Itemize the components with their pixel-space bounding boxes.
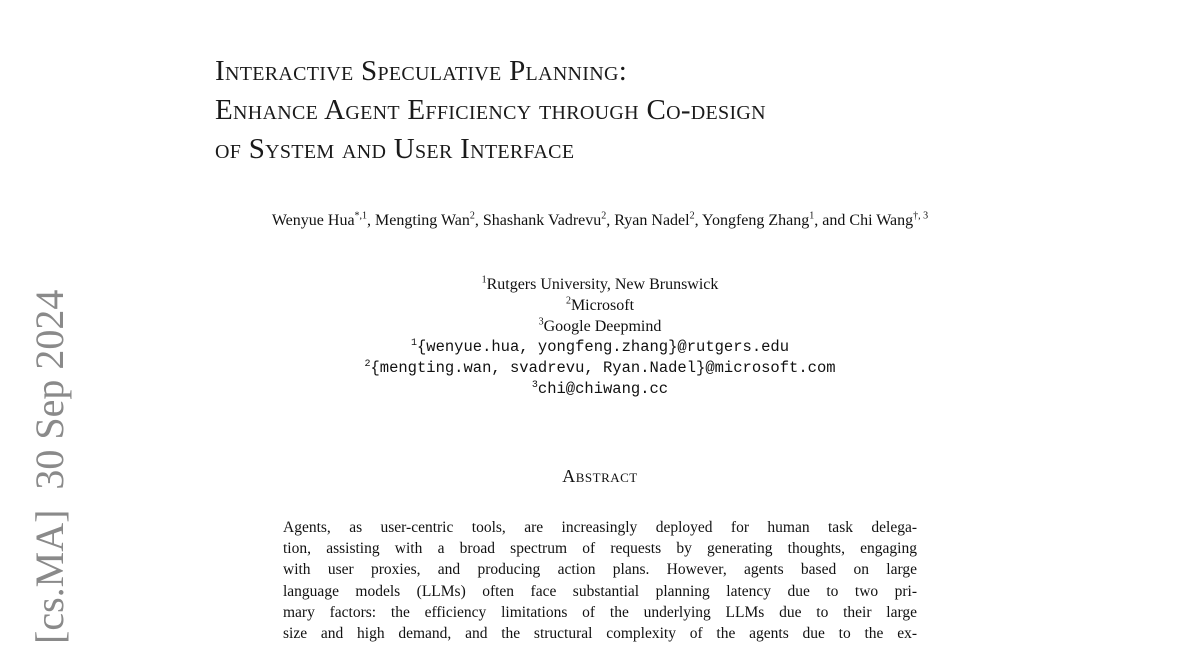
author: Shashank Vadrevu2 <box>482 210 607 229</box>
title-line: Interactive Speculative Planning: <box>215 55 628 87</box>
title-line: Enhance Agent Efficiency through Co-desi… <box>215 94 766 126</box>
affiliation: 2Microsoft <box>565 295 635 314</box>
abstract-line: tion, assisting with a broad spectrum of… <box>283 540 917 558</box>
author: Ryan Nadel2 <box>614 210 695 229</box>
author-conjunction: and <box>822 212 846 229</box>
author: Wenyue Hua*,1 <box>271 210 368 229</box>
author: Mengting Wan2 <box>375 210 475 229</box>
abstract-heading: Abstract <box>562 466 638 486</box>
author: Chi Wang†, 3 <box>849 210 929 229</box>
arxiv-stamp: [cs.MA] 30 Sep 2024 <box>27 289 72 644</box>
abstract-line: size and high demand, and the structural… <box>283 625 917 643</box>
author-list: Wenyue Hua*,1, Mengting Wan2, Shashank V… <box>271 210 929 229</box>
title-line: of System and User Interface <box>215 133 575 165</box>
abstract-line: Agents, as user-centric tools, are incre… <box>283 519 917 536</box>
affiliation: 1Rutgers University, New Brunswick <box>481 274 719 293</box>
abstract-line: with user proxies, and producing action … <box>283 561 917 579</box>
abstract-line: language models (LLMs) often face substa… <box>283 582 917 600</box>
author: Yongfeng Zhang1 <box>702 210 815 229</box>
email: 1{wenyue.hua, yongfeng.zhang}@rutgers.ed… <box>410 337 790 356</box>
paper-title: Interactive Speculative Planning: Enhanc… <box>215 52 766 169</box>
abstract-body: Agents, as user-centric tools, are incre… <box>283 517 917 644</box>
abstract-line: mary factors: the efficiency limitations… <box>283 603 917 621</box>
email: 2{mengting.wan, svadrevu, Ryan.Nadel}@mi… <box>364 358 836 377</box>
affiliations: 1Rutgers University, New Brunswick 2Micr… <box>200 274 1000 400</box>
email: 3chi@chiwang.cc <box>531 379 669 398</box>
affiliation: 3Google Deepmind <box>538 316 662 335</box>
